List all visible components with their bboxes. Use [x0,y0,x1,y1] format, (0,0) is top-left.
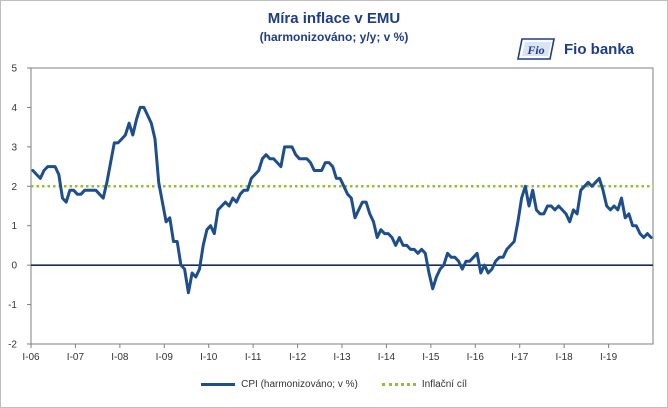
y-tick-label: -2 [8,340,17,351]
x-tick-label: I-10 [200,352,218,363]
chart-title: Míra inflace v EMU [267,10,401,27]
x-tick-label: I-13 [333,352,351,363]
legend-swatch-target [381,383,416,386]
chart-subtitle: (harmonizováno; y/y; v %) [259,30,409,44]
y-tick-label: -1 [8,300,17,311]
x-tick-label: I-06 [22,352,40,363]
x-tick-label: I-11 [245,352,262,363]
x-tick-label: I-09 [156,352,174,363]
x-tick-label: I-19 [600,352,618,363]
fio-logo-icon: Fio [517,38,555,60]
series-cpi-line [31,105,653,295]
y-axis-ticks: 5 4 3 2 1 0 -1 -2 [8,64,31,351]
legend-label-target: Inflační cíl [421,379,467,390]
x-tick-label: I-14 [378,352,396,363]
fio-banka-logo: Fio Fio banka [516,36,634,62]
legend-item-target: Inflační cíl [381,379,467,390]
y-tick-label: 4 [11,103,17,114]
y-tick-label: 1 [11,221,17,232]
x-axis-ticks: I-06 I-07 I-08 I-09 I-10 I-11 I-12 I-13 I-14 I-15… [22,344,618,363]
legend-swatch-cpi [201,383,236,386]
x-tick-label: I-16 [467,352,485,363]
x-tick-label: I-12 [289,352,307,363]
x-tick-label: I-07 [67,352,85,363]
legend-item-cpi: CPI (harmonizováno; v %) [201,379,358,390]
x-tick-label: I-17 [511,352,529,363]
x-tick-label: I-18 [556,352,574,363]
y-tick-label: 5 [11,64,17,75]
y-tick-label: 3 [11,142,17,153]
brand-name: Fio banka [564,40,635,58]
x-tick-label: I-08 [111,352,129,363]
svg-text:Fio: Fio [526,43,544,57]
series-layer [31,105,653,295]
x-tick-label: I-15 [422,352,440,363]
y-tick-label: 2 [11,182,17,193]
legend-label-cpi: CPI (harmonizováno; v %) [241,379,358,390]
y-tick-label: 0 [11,261,17,272]
legend: CPI (harmonizováno; v %) Inflační cíl [0,379,668,390]
